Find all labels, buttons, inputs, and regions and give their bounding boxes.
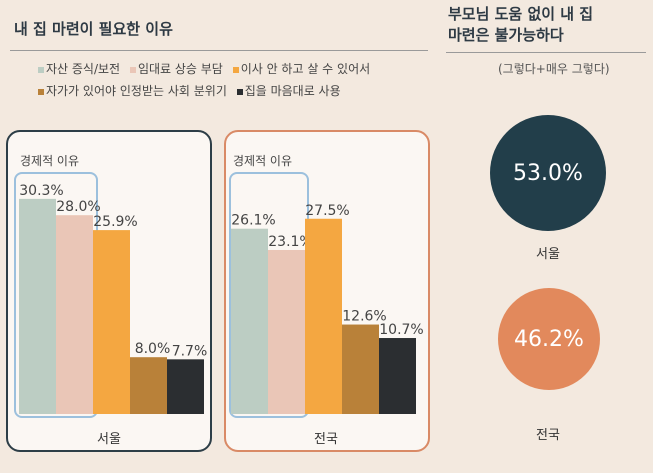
circle-seoul: 53.0% [490,115,606,231]
right-title: 부모님 도움 없이 내 집 마련은 불가능하다 [448,4,648,46]
legend: 자산 증식/보전 임대료 상승 부담 이사 안 하고 살 수 있어서 자가가 있… [38,58,433,102]
left-title-rule [10,50,428,51]
circle-nation: 46.2% [498,288,600,390]
bar-value-seoul-5: 7.7% [172,343,208,359]
legend-item-rent: 임대료 상승 부담 [129,58,223,80]
legend-swatch [232,66,239,73]
bar-seoul-5 [167,359,204,414]
bar-value-nation-5: 10.7% [379,322,423,338]
legend-label: 집을 마음대로 사용 [244,84,341,98]
bar-nation-1 [231,228,268,414]
legend-swatch [38,66,44,73]
legend-label: 자산 증식/보전 [46,62,121,76]
bar-value-seoul-1: 30.3% [19,183,63,199]
bar-seoul-2 [56,215,93,414]
legend-item-social: 자가가 있어야 인정받는 사회 분위기 [38,80,227,102]
region-label-seoul: 서울 [97,432,121,447]
legend-label: 이사 안 하고 살 수 있어서 [240,62,371,76]
bar-value-seoul-3: 25.9% [93,214,137,230]
legend-label: 임대료 상승 부담 [137,62,223,76]
region-label-nation: 전국 [314,432,338,447]
right-title-line1: 부모님 도움 없이 내 집 [448,5,594,23]
bar-seoul-3 [93,230,130,414]
circle-seoul-label: 서울 [536,247,560,262]
bar-value-nation-4: 12.6% [342,309,386,325]
circle-nation-label: 전국 [536,428,560,443]
bar-value-nation-2: 23.1% [268,234,312,250]
bar-seoul-1 [19,198,56,414]
legend-item-asset: 자산 증식/보전 [38,58,120,80]
legend-swatch [38,88,44,95]
circle-seoul-value: 53.0% [513,160,583,186]
right-title-rule [446,52,646,53]
bar-nation-4 [342,324,379,414]
bar-value-seoul-2: 28.0% [56,199,100,215]
bar-value-nation-3: 27.5% [305,203,349,219]
bar-value-nation-1: 26.1% [231,213,275,229]
bar-nation-5 [379,338,416,414]
bar-seoul-4 [130,357,167,414]
right-note: (그렇다+매우 그렇다) [498,62,610,76]
left-title: 내 집 마련이 필요한 이유 [14,20,173,38]
econ-label-seoul: 경제적 이유 [20,154,80,168]
bar-value-seoul-4: 8.0% [135,341,171,357]
legend-item-stay: 이사 안 하고 살 수 있어서 [232,58,371,80]
circle-nation-value: 46.2% [514,326,584,352]
legend-swatch [236,88,243,95]
legend-label: 자가가 있어야 인정받는 사회 분위기 [46,84,227,98]
bar-nation-2 [268,249,305,414]
legend-item-freedom: 집을 마음대로 사용 [236,80,341,102]
econ-label-nation: 경제적 이유 [233,154,293,168]
legend-swatch [129,66,136,73]
bar-nation-3 [305,218,342,414]
right-title-line2: 마련은 불가능하다 [448,26,564,44]
